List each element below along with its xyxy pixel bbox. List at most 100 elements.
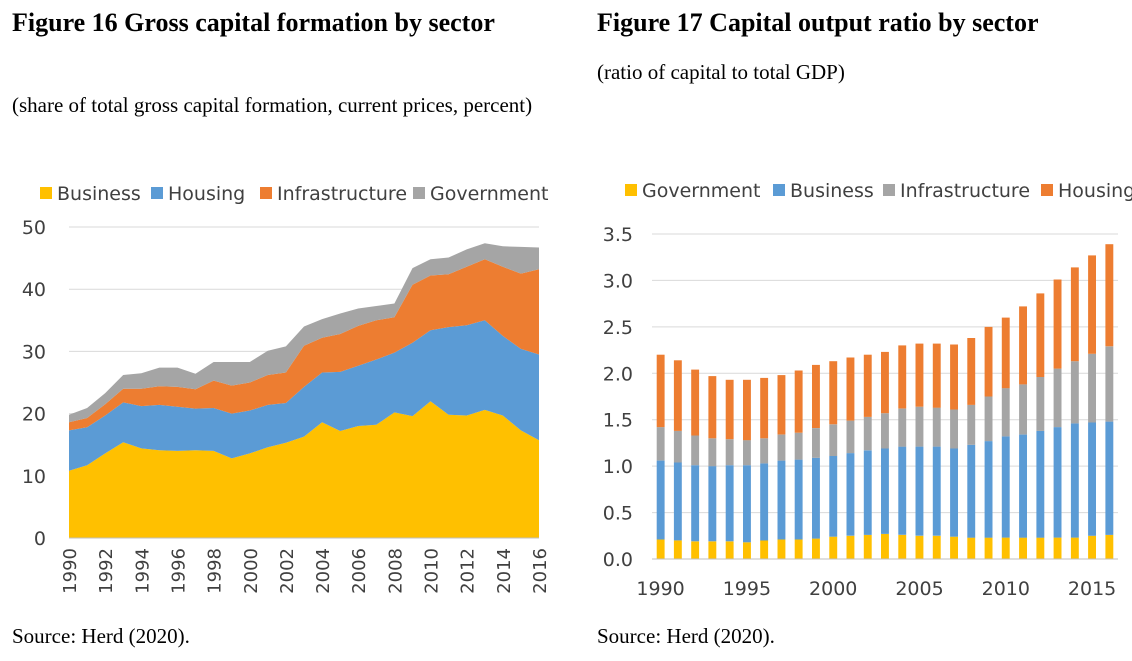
fig16-xtick-2000: 2000 [241, 548, 262, 594]
figure17-source: Source: Herd (2020). [597, 624, 775, 648]
fig17-bar-2004-infrastructure [898, 408, 907, 447]
fig16-legend-swatch-1 [151, 187, 163, 199]
fig17-ytick-2: 1.0 [603, 456, 633, 478]
fig17-bar-2014-infrastructure [1070, 361, 1079, 424]
fig16-ytick-0: 0 [34, 528, 46, 550]
fig17-bar-1997-housing [777, 375, 786, 435]
fig17-bar-1998-infrastructure [794, 432, 803, 460]
fig17-bar-1995-infrastructure [743, 440, 751, 466]
fig16-legend-swatch-0 [40, 187, 52, 199]
fig17-xtick-2010: 2010 [982, 578, 1030, 600]
fig17-bar-2011-housing [1019, 306, 1027, 385]
fig17-ytick-1: 0.5 [603, 503, 633, 525]
fig17-xtick-1995: 1995 [723, 578, 771, 600]
fig17-bar-2006-government [932, 535, 941, 559]
fig16-ytick-2: 20 [22, 404, 46, 426]
fig17-bar-2002-government [863, 534, 872, 559]
fig16-legend-swatch-3 [413, 187, 425, 199]
fig17-bar-1992-business [691, 465, 700, 542]
fig17-bar-2001-government [846, 535, 855, 559]
fig17-bar-1990-infrastructure [656, 427, 665, 461]
fig17-bar-1992-government [691, 541, 700, 559]
fig17-bar-2007-infrastructure [950, 409, 958, 449]
fig17-bar-2012-government [1036, 537, 1045, 559]
fig17-bar-1990-business [656, 460, 665, 540]
fig17-legend-label-1: Business [790, 180, 874, 202]
fig17-bar-2016-infrastructure [1105, 346, 1114, 422]
fig16-legend-label-1: Housing [168, 183, 245, 205]
figure17-title: Figure 17 Capital output ratio by sector [597, 8, 1039, 37]
fig17-bar-1994-government [725, 541, 734, 559]
fig17-bar-1994-infrastructure [725, 439, 734, 466]
fig17-bar-1990-government [656, 539, 665, 559]
fig17-bar-2006-infrastructure [932, 407, 941, 447]
fig17-bar-1998-government [794, 539, 803, 559]
fig17-legend-swatch-3 [1041, 184, 1053, 196]
fig17-bar-2001-business [846, 453, 855, 536]
fig17-ytick-5: 2.5 [603, 317, 633, 339]
fig17-bar-2012-housing [1036, 293, 1045, 377]
fig16-xtick-2014: 2014 [494, 548, 515, 594]
fig17-ytick-7: 3.5 [603, 224, 633, 246]
fig17-bar-2016-business [1105, 421, 1114, 535]
fig16-legend-label-2: Infrastructure [277, 183, 407, 205]
fig17-bar-1993-infrastructure [708, 438, 717, 467]
fig17-bar-2016-housing [1105, 244, 1114, 347]
fig17-bar-1995-government [743, 542, 751, 559]
fig17-bar-2010-government [1001, 537, 1010, 559]
fig16-xtick-2004: 2004 [313, 548, 334, 594]
fig17-bar-2009-housing [984, 326, 993, 397]
fig17-bar-2015-housing [1088, 255, 1096, 354]
fig17-bar-2005-business [915, 446, 924, 536]
fig17-legend-swatch-2 [883, 184, 895, 196]
fig17-bar-2006-housing [932, 343, 941, 408]
fig17-xtick-1990: 1990 [636, 578, 684, 600]
fig17-legend-label-3: Housing [1058, 180, 1132, 202]
fig17-bar-2011-business [1019, 434, 1027, 538]
fig17-bar-2009-infrastructure [984, 396, 993, 442]
fig17-ytick-0: 0.0 [603, 549, 633, 571]
fig17-bar-2007-housing [950, 344, 958, 410]
fig17-bar-2015-infrastructure [1088, 353, 1096, 423]
fig17-bar-2006-business [932, 446, 941, 536]
fig17-bar-2005-government [915, 535, 924, 559]
fig16-xtick-1990: 1990 [60, 548, 81, 594]
fig17-bar-1990-housing [656, 354, 665, 428]
fig17-bar-2015-business [1088, 422, 1096, 536]
fig17-legend-swatch-1 [773, 184, 785, 196]
fig17-ytick-4: 2.0 [603, 363, 633, 385]
fig17-bar-2008-infrastructure [967, 404, 976, 445]
fig17-legend-swatch-0 [625, 184, 637, 196]
fig16-xtick-2008: 2008 [385, 548, 406, 594]
fig17-bar-2013-infrastructure [1053, 368, 1062, 428]
fig17-bar-2005-housing [915, 343, 924, 407]
fig17-bar-2009-government [984, 537, 993, 559]
fig17-bar-2002-housing [863, 354, 872, 417]
fig16-xtick-2012: 2012 [458, 548, 479, 594]
fig17-bar-1993-housing [708, 376, 717, 439]
fig17-bar-1995-business [743, 465, 751, 543]
fig16-area-infrastructure [69, 259, 539, 431]
fig17-bar-2003-government [881, 533, 889, 559]
fig17-bar-2013-business [1053, 427, 1062, 538]
fig17-bar-2003-infrastructure [881, 413, 889, 449]
fig17-bar-2003-housing [881, 351, 889, 414]
fig17-bar-2011-government [1019, 537, 1027, 559]
fig17-bar-2004-housing [898, 345, 907, 409]
fig17-bar-1996-infrastructure [760, 438, 769, 464]
fig16-xtick-1998: 1998 [205, 548, 226, 594]
fig17-bar-1997-business [777, 460, 786, 540]
fig17-bar-2000-housing [829, 361, 838, 425]
fig17-bar-1996-government [760, 540, 769, 559]
fig17-bar-2004-business [898, 446, 907, 535]
fig17-bar-2008-business [967, 444, 976, 538]
fig16-area-housing [69, 320, 539, 471]
fig17-ytick-6: 3.0 [603, 270, 633, 292]
fig17-bar-2013-housing [1053, 279, 1062, 369]
fig17-bar-2010-infrastructure [1001, 388, 1010, 437]
fig17-bar-1991-government [673, 540, 682, 559]
fig17-bar-2011-infrastructure [1019, 384, 1027, 435]
fig17-bar-2014-business [1070, 423, 1079, 538]
fig17-bar-1992-housing [691, 369, 700, 436]
fig17-bar-1991-housing [673, 360, 682, 431]
